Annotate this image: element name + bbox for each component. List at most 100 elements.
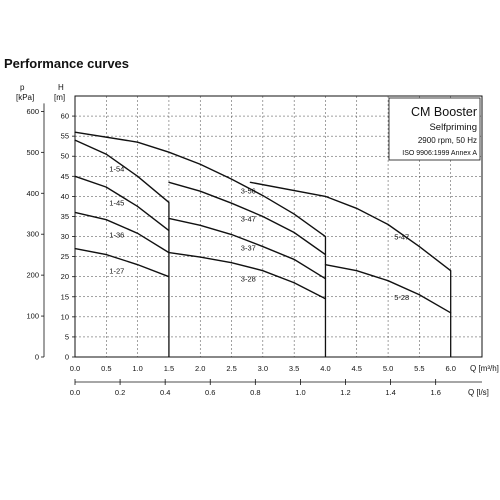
point-3-37-0: [168, 217, 170, 220]
point-3-47-0: [168, 181, 170, 183]
point-5-47-4: [418, 245, 420, 248]
legend-standard: ISO 9906:1999 Annex A: [402, 150, 477, 157]
point-3-56-3: [199, 163, 201, 165]
h-tick-label-12: 60: [61, 112, 69, 121]
p-tick-label-6: 600: [26, 107, 39, 116]
q-m3h-tick-label-11: 5.5: [414, 364, 424, 373]
q-m3h-tick-label-1: 0.5: [101, 364, 111, 373]
q-m3h-axis-label: Q [m³/h]: [470, 364, 499, 373]
p-tick-label-0: 0: [35, 353, 39, 362]
curve-1-36: [74, 211, 170, 254]
point-3-37-3: [262, 245, 264, 248]
point-1-54-2: [137, 175, 139, 177]
legend-speed: 2900 rpm, 50 Hz: [418, 136, 477, 145]
point-3-28-3: [262, 270, 264, 272]
q-ls-tick-label-6: 1.2: [340, 388, 350, 397]
q-ls-tick-label-0: 0.0: [70, 388, 80, 397]
curve-label-3-37: 3-37: [241, 243, 256, 252]
curve-3-28: [168, 251, 326, 300]
point-3-47-2: [230, 202, 233, 204]
point-1-27-1: [105, 254, 107, 256]
point-5-28-4: [450, 312, 452, 314]
q-ls-tick-label-2: 0.4: [160, 388, 170, 397]
q-m3h-tick-label-10: 5.0: [383, 364, 393, 373]
point-3-56-2: [168, 151, 170, 153]
curve-1-54: [74, 139, 170, 203]
curve-label-5-47: 5-47: [394, 233, 409, 242]
point-1-27-3: [168, 276, 170, 278]
point-3-28-2: [230, 262, 233, 264]
point-3-47-3: [262, 215, 264, 218]
h-tick-label-8: 40: [61, 192, 69, 201]
point-5-47-5: [450, 270, 452, 272]
page-title: Performance curves: [4, 56, 130, 71]
point-3-56-0: [74, 131, 76, 133]
h-tick-label-7: 35: [61, 212, 69, 221]
curve-label-1-27: 1-27: [109, 267, 124, 276]
q-m3h-tick-label-4: 2.0: [195, 364, 205, 373]
q-ls-tick-label-4: 0.8: [250, 388, 260, 397]
curve-3-56: [74, 131, 326, 238]
point-1-36-2: [137, 232, 139, 234]
point-3-37-1: [199, 224, 201, 226]
curve-label-5-28: 5-28: [394, 293, 409, 302]
curve-label-1-54: 1-54: [109, 164, 124, 173]
point-3-56-6: [293, 213, 295, 215]
h-tick-label-4: 20: [61, 272, 69, 281]
legend-subtitle: Selfpriming: [429, 122, 477, 133]
curve-label-3-47: 3-47: [241, 214, 256, 223]
q-m3h-tick-label-9: 4.5: [352, 364, 362, 373]
point-5-47-1: [324, 195, 327, 197]
q-ls-axis-label: Q [l/s]: [468, 388, 489, 397]
point-3-47-5: [324, 254, 327, 256]
h-tick-label-2: 10: [61, 312, 69, 321]
point-1-45-0: [74, 175, 76, 177]
point-3-28-1: [199, 256, 201, 258]
h-tick-label-11: 55: [61, 132, 69, 141]
curve-label-3-28: 3-28: [241, 275, 256, 284]
p-tick-label-5: 500: [26, 148, 39, 157]
point-5-28-2: [387, 280, 389, 282]
point-1-45-3: [168, 229, 170, 232]
q-ls-tick-label-5: 1.0: [295, 388, 305, 397]
h-tick-label-10: 50: [61, 152, 69, 161]
curve-3-37: [168, 217, 326, 280]
q-m3h-tick-label-0: 0.0: [70, 364, 80, 373]
curve-label-1-36: 1-36: [109, 231, 124, 240]
q-ls-tick-label-3: 0.6: [205, 388, 215, 397]
point-5-28-0: [324, 264, 327, 266]
point-1-45-1: [105, 186, 107, 188]
point-5-47-0: [249, 181, 251, 183]
point-3-28-0: [168, 252, 170, 254]
h-tick-label-5: 25: [61, 252, 69, 261]
point-1-36-1: [105, 219, 107, 221]
point-1-45-2: [137, 205, 139, 208]
point-3-47-1: [199, 190, 201, 192]
point-3-37-2: [230, 233, 233, 236]
curve-label-3-56: 3-56: [241, 186, 256, 195]
p-tick-label-3: 300: [26, 230, 39, 239]
q-m3h-tick-label-3: 1.5: [164, 364, 174, 373]
point-1-27-2: [137, 264, 139, 266]
point-3-56-7: [324, 235, 327, 238]
curve-1-45: [74, 175, 170, 232]
p-tick-label-2: 200: [26, 271, 39, 280]
curve-label-1-45: 1-45: [109, 198, 124, 207]
p-tick-label-4: 400: [26, 189, 39, 198]
point-3-56-5: [262, 194, 264, 197]
q-ls-tick-label-7: 1.4: [385, 388, 395, 397]
plot-frame: [74, 95, 483, 358]
p-tick-label-1: 100: [26, 312, 39, 321]
q-ls-tick-label-1: 0.2: [115, 388, 125, 397]
q-m3h-tick-label-7: 3.5: [289, 364, 299, 373]
curve-5-47: [250, 181, 452, 272]
point-3-56-1: [137, 141, 139, 143]
legend-title: CM Booster: [411, 105, 477, 119]
h-tick-label-0: 0: [65, 353, 69, 362]
point-1-54-1: [105, 153, 107, 155]
point-3-37-4: [293, 258, 295, 261]
point-3-28-5: [324, 298, 327, 300]
q-m3h-tick-label-2: 1.0: [132, 364, 142, 373]
q-m3h-tick-label-12: 6.0: [445, 364, 455, 373]
